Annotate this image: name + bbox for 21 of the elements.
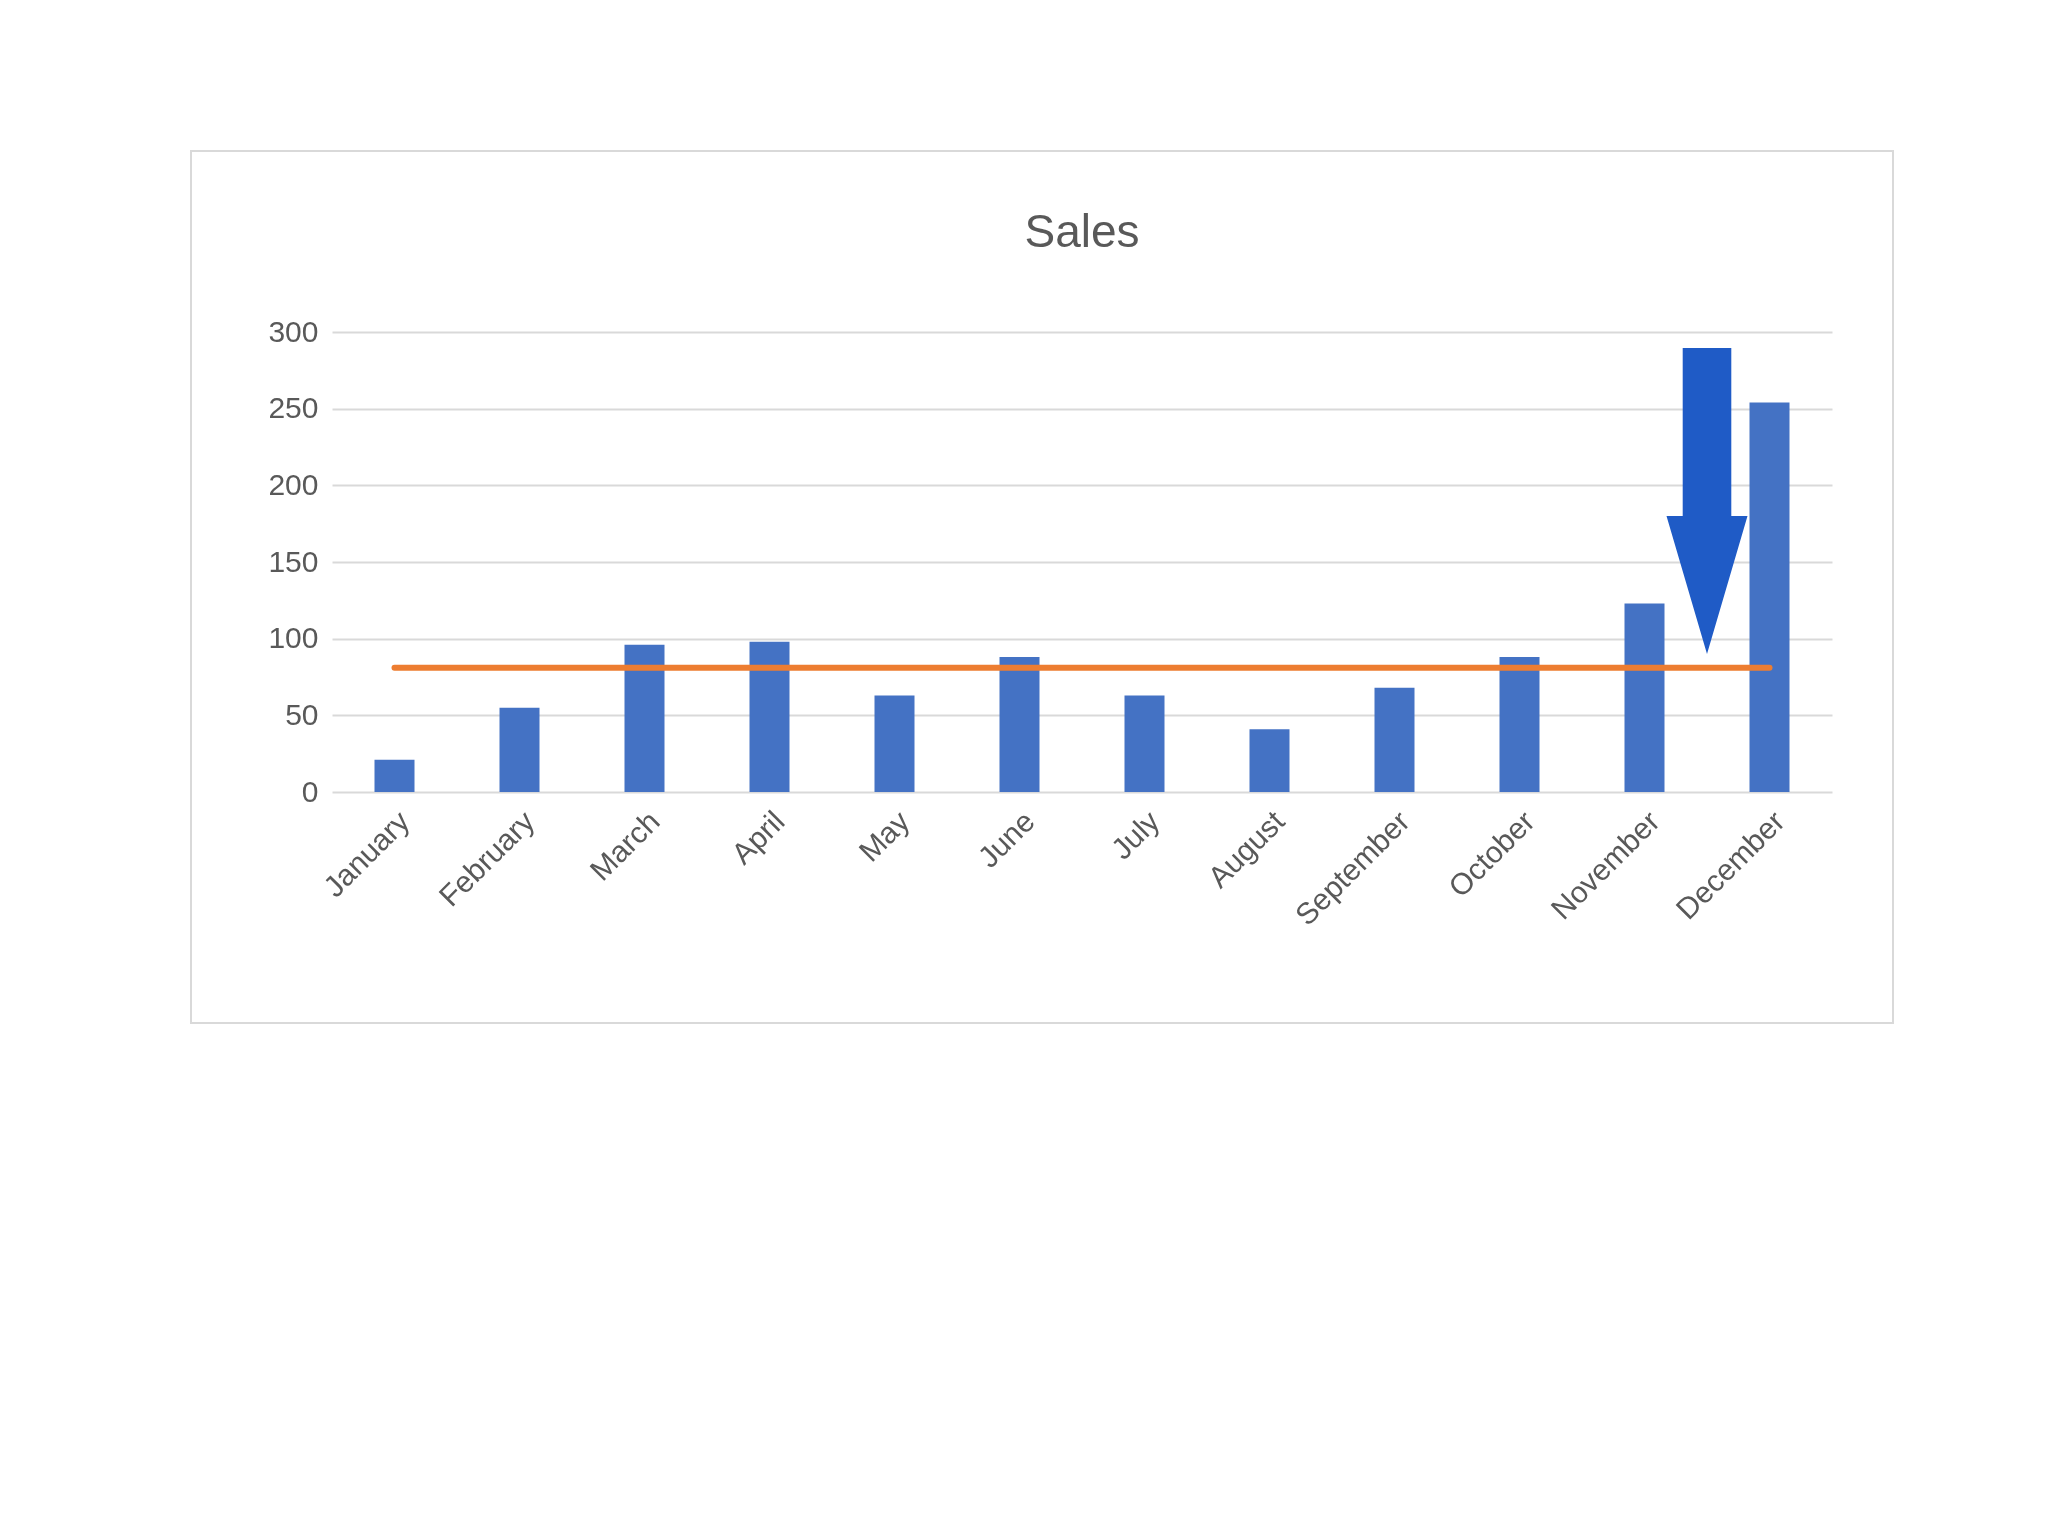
y-tick-label: 300: [268, 314, 319, 348]
bar: [499, 707, 540, 792]
bar: [874, 695, 915, 792]
y-tick-label: 250: [268, 391, 319, 425]
bar: [1499, 657, 1540, 792]
y-tick-label: 100: [268, 621, 319, 655]
y-tick-label: 0: [301, 774, 319, 808]
bar: [1249, 729, 1290, 792]
bar: [1374, 687, 1415, 792]
bar: [624, 644, 665, 792]
bar: [1124, 695, 1165, 792]
bar: [749, 641, 790, 792]
y-tick-label: 150: [268, 544, 319, 578]
bar: [374, 759, 415, 792]
bar: [999, 657, 1040, 792]
bar: [1624, 603, 1665, 792]
y-tick-label: 200: [268, 467, 319, 501]
x-tick-label: May: [852, 804, 916, 868]
y-tick-label: 50: [285, 697, 319, 731]
x-tick-label: July: [1104, 804, 1166, 866]
chart-title: Sales: [1024, 205, 1140, 257]
